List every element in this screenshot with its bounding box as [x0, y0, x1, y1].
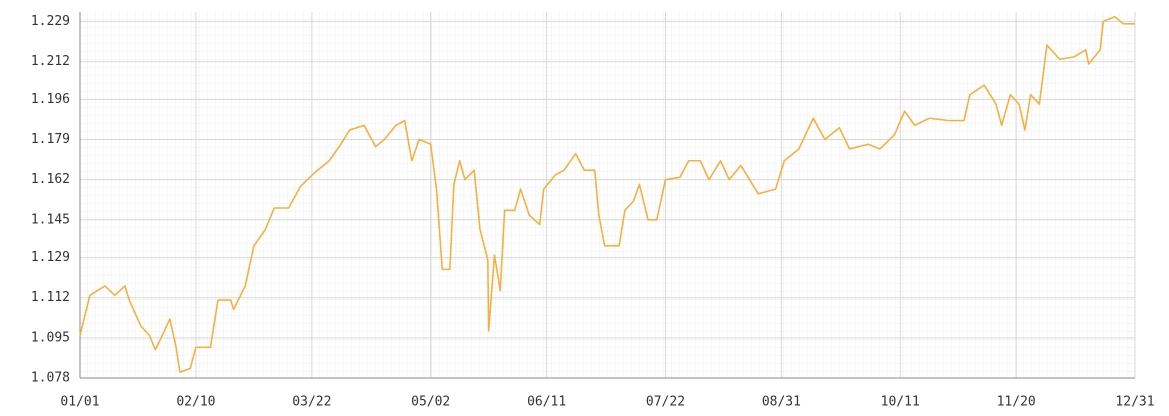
y-tick-label: 1.229 [31, 14, 70, 29]
x-tick-label: 06/11 [527, 395, 566, 410]
y-tick-label: 1.179 [31, 132, 70, 147]
x-tick-label: 11/20 [997, 395, 1036, 410]
y-tick-label: 1.129 [31, 250, 70, 265]
y-tick-label: 1.095 [31, 330, 70, 345]
plot-background [80, 12, 1135, 378]
y-tick-label: 1.112 [31, 290, 70, 305]
x-tick-label: 12/31 [1115, 395, 1154, 410]
line-series [79, 15, 1135, 373]
y-tick-label: 1.145 [31, 212, 70, 227]
y-tick-label: 1.196 [31, 92, 70, 107]
y-tick-label: 1.162 [31, 172, 70, 187]
x-tick-label: 01/01 [60, 395, 99, 410]
x-tick-label: 05/02 [411, 395, 450, 410]
x-tick-label: 10/11 [881, 395, 920, 410]
x-tick-label: 03/22 [292, 395, 331, 410]
x-tick-label: 08/31 [762, 395, 801, 410]
x-tick-label: 07/22 [646, 395, 685, 410]
y-tick-label: 1.078 [31, 371, 70, 386]
y-tick-label: 1.212 [31, 54, 70, 69]
x-tick-label: 02/10 [176, 395, 215, 410]
